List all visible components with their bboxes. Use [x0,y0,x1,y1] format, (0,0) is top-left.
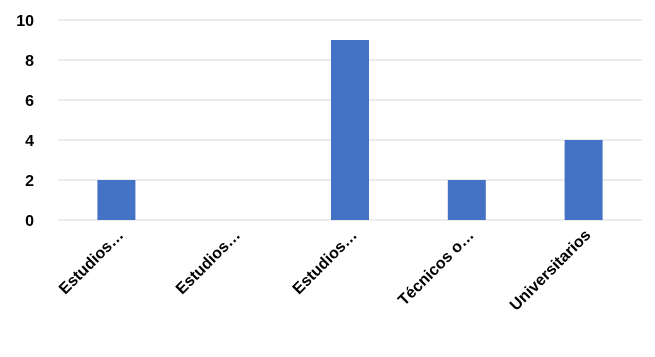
x-tick-label-3: Estudios… [290,227,361,298]
x-tick-label-4: Técnicos o… [395,227,477,309]
y-axis-tick-labels: 0 2 4 6 8 10 [16,13,34,230]
y-tick-label-6: 6 [25,93,34,110]
x-tick-label-1: Estudios… [56,227,127,298]
y-tick-label-10: 10 [16,13,34,30]
y-tick-label-8: 8 [25,53,34,70]
bar-3 [331,40,369,220]
bar-1 [97,180,136,220]
y-tick-label-0: 0 [25,213,34,230]
x-tick-label-5: Universitarios [507,227,595,315]
y-tick-label-4: 4 [25,133,34,150]
bar-5 [564,140,603,220]
x-tick-label-2: Estudios… [173,227,244,298]
bars [97,40,603,220]
bar-4 [447,180,486,220]
y-tick-label-2: 2 [25,173,34,190]
x-axis-tick-labels: Estudios… Estudios… Estudios… Técnicos o… Un… [56,227,594,315]
